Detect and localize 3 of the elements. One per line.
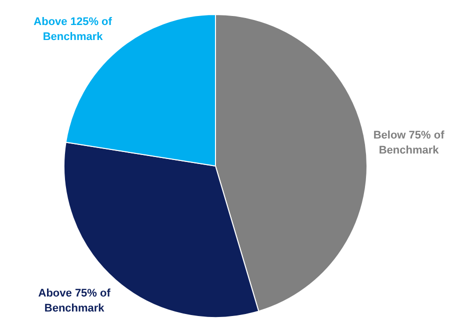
slice-label: Above 75% of Benchmark bbox=[38, 288, 111, 315]
slice-label: Below 75% of Benchmark bbox=[373, 130, 445, 157]
slice-label: Above 125% of Benchmark bbox=[34, 16, 112, 44]
